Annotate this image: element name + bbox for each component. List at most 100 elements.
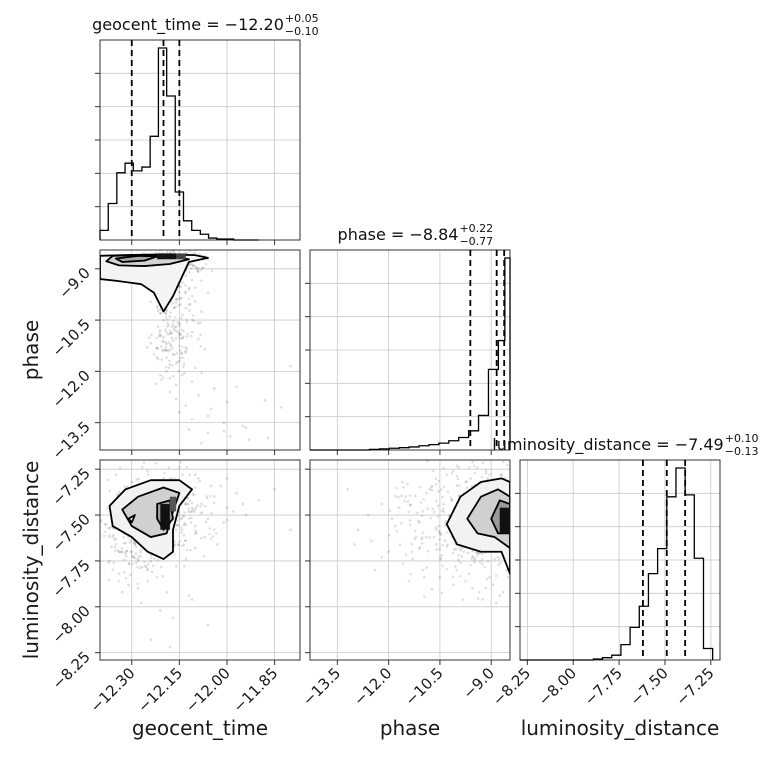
scatter-point bbox=[165, 325, 169, 328]
x-tick-label: −12.30 bbox=[87, 664, 139, 716]
scatter-point bbox=[184, 349, 187, 353]
scatter-point bbox=[134, 552, 138, 555]
scatter-point bbox=[113, 538, 116, 541]
x-tick-label: −10.5 bbox=[402, 664, 447, 709]
scatter-point bbox=[241, 502, 245, 506]
scatter-point bbox=[451, 575, 455, 579]
scatter-point bbox=[445, 473, 449, 477]
scatter-point bbox=[486, 559, 490, 563]
scatter-point bbox=[114, 473, 118, 477]
scatter-point bbox=[146, 579, 150, 583]
scatter-point bbox=[156, 558, 160, 562]
scatter-point bbox=[176, 543, 180, 546]
scatter-point bbox=[170, 336, 174, 340]
scatter-point bbox=[187, 507, 191, 511]
scatter-point bbox=[486, 476, 490, 480]
scatter-point bbox=[408, 503, 412, 507]
scatter-point bbox=[476, 551, 480, 555]
x-tick-labels-luminosity_distance: −8.25 −8.00 −7.75 −7.50 −7.25 luminosity_dist… bbox=[489, 664, 719, 740]
scatter-point bbox=[400, 494, 403, 498]
scatter-point bbox=[435, 500, 438, 503]
scatter-point bbox=[461, 598, 464, 601]
scatter-point bbox=[419, 501, 423, 504]
title-geocent_time: geocent_time = −12.20 +0.05−0.10 bbox=[92, 12, 319, 38]
scatter-point bbox=[440, 533, 443, 536]
scatter-point bbox=[465, 480, 468, 483]
scatter-point bbox=[184, 351, 188, 354]
scatter-point bbox=[191, 318, 194, 321]
scatter-point bbox=[446, 543, 449, 547]
scatter-point bbox=[192, 264, 195, 268]
scatter-point bbox=[199, 505, 202, 508]
scatter-point bbox=[522, 504, 525, 507]
scatter-point bbox=[514, 513, 517, 516]
scatter-point bbox=[511, 497, 514, 500]
density-cell bbox=[499, 507, 510, 534]
scatter-point bbox=[127, 583, 130, 587]
scatter-point bbox=[409, 503, 413, 507]
scatter-point bbox=[500, 473, 503, 477]
scatter-point bbox=[198, 252, 201, 255]
scatter-point bbox=[209, 537, 213, 541]
scatter-point bbox=[160, 358, 164, 361]
scatter-point bbox=[411, 557, 414, 561]
scatter-point bbox=[510, 508, 513, 511]
scatter-point bbox=[185, 347, 189, 351]
scatter-point bbox=[514, 503, 517, 506]
scatter-point bbox=[149, 559, 152, 563]
y-tick-label: −8.25 bbox=[49, 648, 94, 693]
scatter-point bbox=[139, 601, 143, 605]
scatter-point bbox=[206, 291, 210, 295]
scatter-point bbox=[478, 560, 482, 564]
scatter-point bbox=[155, 346, 159, 350]
scatter-point bbox=[177, 334, 181, 337]
scatter-point bbox=[356, 528, 360, 532]
scatter-point bbox=[420, 541, 424, 545]
scatter-point bbox=[158, 308, 162, 312]
scatter-point bbox=[456, 558, 460, 562]
scatter-point bbox=[162, 318, 165, 322]
scatter-point bbox=[421, 509, 425, 513]
scatter-point bbox=[183, 511, 186, 514]
scatter-point bbox=[179, 303, 182, 306]
scatter-point bbox=[173, 325, 176, 328]
scatter-point bbox=[190, 380, 194, 384]
title-lower-error: −0.10 bbox=[285, 25, 319, 38]
scatter-point bbox=[406, 500, 410, 503]
scatter-point bbox=[471, 554, 474, 558]
scatter-point bbox=[419, 486, 422, 489]
histogram-step-luminosity_distance bbox=[520, 467, 714, 661]
scatter-point bbox=[187, 503, 190, 506]
scatter-point bbox=[191, 263, 195, 267]
scatter-point bbox=[514, 510, 517, 513]
y-tick-label: −9.0 bbox=[55, 264, 93, 302]
scatter-point bbox=[142, 560, 146, 564]
scatter-point bbox=[122, 541, 126, 545]
scatter-point bbox=[164, 309, 168, 313]
scatter-point bbox=[206, 623, 210, 627]
scatter-point bbox=[182, 362, 186, 365]
scatter-point bbox=[197, 267, 201, 270]
scatter-point bbox=[133, 543, 137, 546]
scatter-point bbox=[225, 400, 229, 404]
scatter-point bbox=[120, 550, 124, 554]
scatter-point bbox=[511, 495, 514, 498]
scatter-point bbox=[443, 521, 447, 525]
scatter-point bbox=[167, 349, 170, 353]
scatter-point bbox=[165, 348, 169, 352]
scatter-point bbox=[401, 562, 405, 565]
scatter-point bbox=[200, 502, 203, 506]
scatter-point bbox=[192, 319, 195, 323]
scatter-point bbox=[178, 337, 182, 340]
panel-luminosity_distance-vs-phase bbox=[305, 459, 525, 665]
scatter-point bbox=[171, 323, 174, 326]
scatter-point bbox=[149, 638, 153, 642]
density-cell bbox=[169, 496, 177, 512]
scatter-point bbox=[136, 559, 140, 563]
scatter-point bbox=[159, 311, 163, 315]
scatter-point bbox=[196, 269, 200, 273]
scatter-point bbox=[114, 537, 118, 541]
scatter-point bbox=[214, 532, 218, 535]
scatter-point bbox=[164, 345, 168, 349]
scatter-point bbox=[459, 561, 462, 565]
